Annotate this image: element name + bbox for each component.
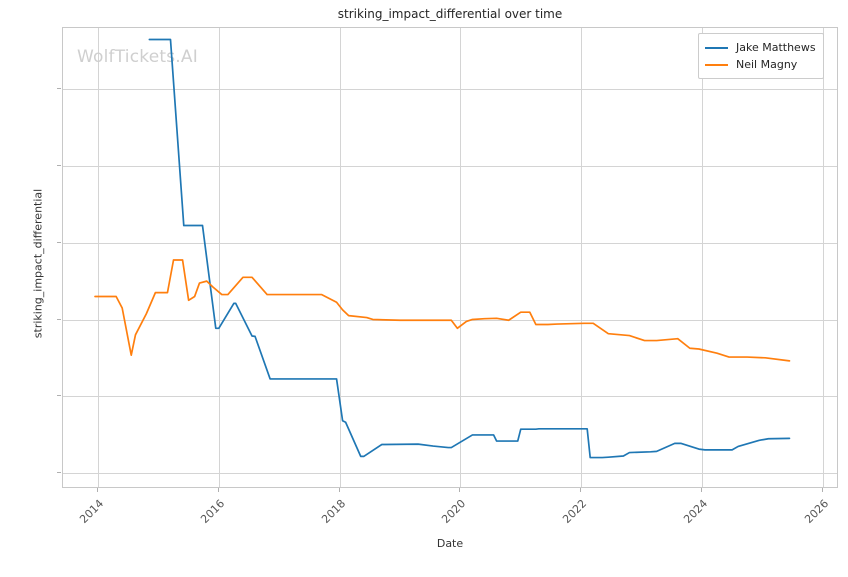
y-tick-mark-40 <box>57 318 61 320</box>
chart-figure: striking_impact_differential over time W… <box>0 7 848 550</box>
gridline-x-2014 <box>98 28 99 487</box>
x-tick-mark-2014 <box>97 488 98 492</box>
legend-label-1: Jake Matthews <box>736 41 816 54</box>
legend-swatch-2 <box>705 63 728 66</box>
chart-title: striking_impact_differential over time <box>337 7 563 21</box>
gridline-y-100 <box>63 89 837 91</box>
legend-item-1[interactable]: Jake Matthews <box>705 39 816 56</box>
y-tick-mark-20 <box>57 395 61 397</box>
gridline-y-0 <box>63 472 837 474</box>
gridline-x-2016 <box>218 28 220 487</box>
gridline-y-60 <box>63 242 837 244</box>
gridline-x-2018 <box>339 28 341 487</box>
series-line-2 <box>94 259 791 362</box>
x-tick-mark-2020 <box>459 488 461 492</box>
y-tick-mark-80 <box>57 165 61 167</box>
legend-item-2[interactable]: Neil Magny <box>705 56 816 73</box>
x-axis-label: Date <box>436 537 464 550</box>
legend-swatch-1 <box>705 46 728 49</box>
gridline-x-2026 <box>822 28 824 487</box>
y-tick-mark-60 <box>57 241 61 243</box>
x-tick-mark-2026 <box>821 488 823 492</box>
x-tick-mark-2022 <box>580 488 582 492</box>
series-plot <box>94 38 791 459</box>
x-tick-mark-2016 <box>217 488 219 492</box>
series-line-1 <box>148 38 791 459</box>
y-axis-label: striking_impact_differential <box>31 188 45 339</box>
gridline-x-2022 <box>581 28 583 487</box>
gridline-x-2020 <box>460 28 462 487</box>
x-axis-ticks: 2014 2016 2018 2020 2022 2024 2026 <box>0 488 848 548</box>
x-tick-mark-2024 <box>700 488 702 492</box>
gridline-y-20 <box>63 396 837 398</box>
gridline-y-80 <box>63 166 837 168</box>
legend-label-2: Neil Magny <box>736 58 798 71</box>
x-tick-mark-2018 <box>338 488 340 492</box>
y-tick-mark-0 <box>57 471 61 473</box>
chart-legend: Jake Matthews Neil Magny <box>698 33 824 79</box>
plot-area: WolfTickets.AI <box>62 27 838 488</box>
y-axis-ticks: 020406080100 <box>0 27 848 488</box>
gridline-x-2024 <box>701 28 703 487</box>
y-tick-mark-100 <box>57 88 61 90</box>
